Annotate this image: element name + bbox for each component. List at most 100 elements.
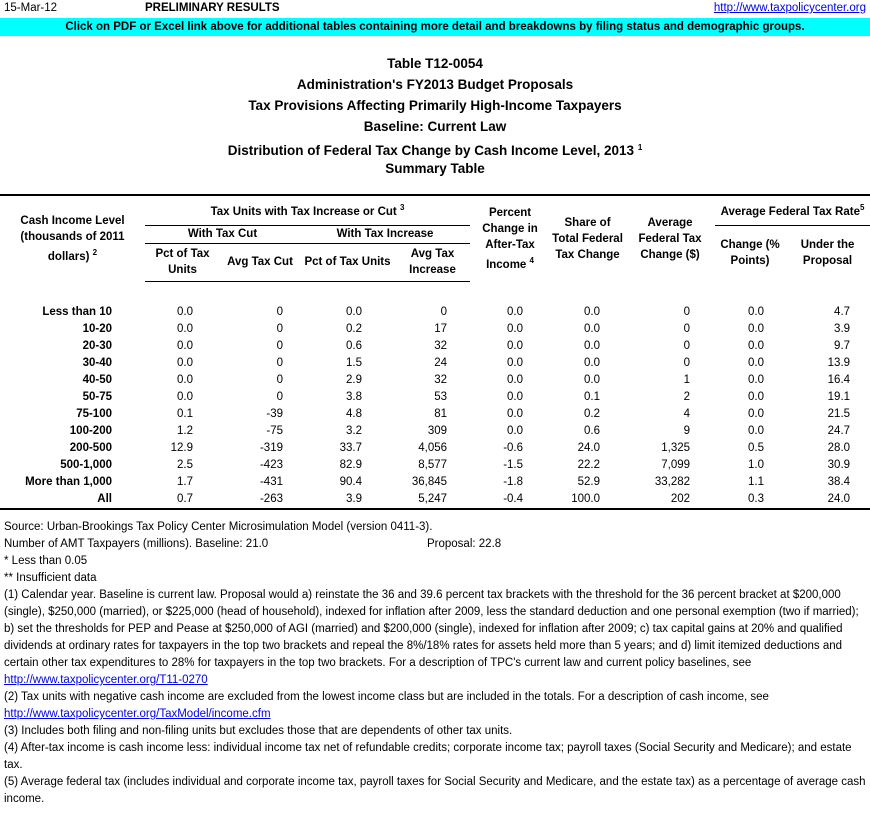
cell: 0 bbox=[683, 305, 691, 318]
cell: 0.0 bbox=[584, 339, 601, 352]
row-label: 200-500 bbox=[69, 441, 112, 454]
cell: 3.9 bbox=[300, 490, 395, 510]
cell: 0.0 bbox=[748, 373, 765, 386]
cell: 0 bbox=[276, 390, 283, 403]
cell: 1.2 bbox=[177, 424, 193, 437]
text: 2 bbox=[92, 247, 98, 257]
cell: 24 bbox=[434, 356, 448, 369]
cell: -1.8 bbox=[503, 475, 524, 488]
note-2-link[interactable]: http://www.taxpolicycenter.org/TaxModel/… bbox=[4, 708, 271, 720]
notes: Source: Urban-Brookings Tax Policy Cente… bbox=[4, 519, 866, 808]
cell: 12.9 bbox=[170, 441, 193, 454]
header-pct-change: Percent Change in After-Tax Income 4 bbox=[470, 194, 551, 281]
cell: 36,845 bbox=[411, 475, 448, 488]
cell: 0.0 bbox=[177, 390, 193, 403]
text: Cash Income Level (thousands of 2011 dol… bbox=[20, 214, 125, 263]
cell: 32 bbox=[434, 339, 448, 352]
header-share: Share of Total Federal Tax Change bbox=[550, 194, 626, 281]
cell: 1.5 bbox=[346, 356, 362, 369]
cell: 8,577 bbox=[418, 458, 448, 471]
row-label: 500-1,000 bbox=[60, 458, 112, 471]
note-3: (3) Includes both filing and non-filing … bbox=[4, 725, 513, 737]
cell: 0.0 bbox=[507, 322, 524, 335]
cell: 0.1 bbox=[584, 390, 601, 403]
title-line: Table T12-0054 bbox=[0, 53, 870, 74]
table-row: 500-1,000 2.5 -423 82.9 8,577 -1.5 22.2 7,099 1.… bbox=[0, 457, 870, 474]
cell: 0.0 bbox=[507, 339, 524, 352]
text: Average Federal Tax Rate bbox=[720, 206, 860, 219]
source: Source: Urban-Brookings Tax Policy Cente… bbox=[4, 521, 433, 533]
cell: 2 bbox=[683, 390, 691, 403]
cell: 0.0 bbox=[584, 356, 601, 369]
cell: 1,325 bbox=[661, 441, 691, 454]
cell: 3.9 bbox=[834, 322, 851, 335]
cell: 2.5 bbox=[177, 458, 193, 471]
table-row: 100-200 1.2 -75 3.2 309 0.0 0.6 9 0.0 24.7 bbox=[0, 423, 870, 440]
cell: 0.0 bbox=[584, 373, 601, 386]
table-row: 40-50 0.0 0 2.9 32 0.0 0.0 1 0.0 16.4 bbox=[0, 372, 870, 389]
status: PRELIMINARY RESULTS bbox=[145, 2, 280, 14]
cell: 0 bbox=[276, 339, 283, 352]
title-note: 1 bbox=[637, 143, 643, 152]
cell: 24.7 bbox=[827, 424, 851, 437]
cell: 13.9 bbox=[827, 356, 851, 369]
table-row: 20-30 0.0 0 0.6 32 0.0 0.0 0 0.0 9.7 bbox=[0, 338, 870, 355]
header-cut-avg: Avg Tax Cut bbox=[220, 243, 300, 282]
title-line: Baseline: Current Law bbox=[0, 116, 870, 137]
cell: 0.0 bbox=[748, 339, 765, 352]
table-row: More than 1,000 1.7 -431 90.4 36,845 -1.8 52.9… bbox=[0, 474, 870, 491]
cell: -319 bbox=[259, 441, 283, 454]
cell: 22.2 bbox=[577, 458, 601, 471]
cell: -263 bbox=[220, 490, 300, 510]
cell: 4,056 bbox=[418, 441, 448, 454]
cell: 0.0 bbox=[177, 373, 193, 386]
cell: 3.2 bbox=[346, 424, 362, 437]
cell: 0.0 bbox=[177, 339, 193, 352]
cell: 0.0 bbox=[346, 305, 362, 318]
row-label: More than 1,000 bbox=[25, 475, 112, 488]
cell: 17 bbox=[434, 322, 448, 335]
cell: 0.2 bbox=[584, 407, 601, 420]
title-line: Tax Provisions Affecting Primarily High-… bbox=[0, 95, 870, 116]
cell: 0.0 bbox=[177, 305, 193, 318]
cell: 4.7 bbox=[834, 305, 851, 318]
note-1-link[interactable]: http://www.taxpolicycenter.org/T11-0270 bbox=[4, 674, 208, 686]
cell: 33.7 bbox=[339, 441, 362, 454]
header-cut-pct: Pct of Tax Units bbox=[145, 243, 220, 282]
row-label: 100-200 bbox=[69, 424, 112, 437]
cell: 4.8 bbox=[346, 407, 362, 420]
cell: 38.4 bbox=[827, 475, 851, 488]
header-inc-pct: Pct of Tax Units bbox=[300, 243, 395, 282]
cell: 24.0 bbox=[577, 441, 601, 454]
cell: 0.0 bbox=[748, 322, 765, 335]
cell: 4 bbox=[683, 407, 691, 420]
header-inc-avg: Avg Tax Increase bbox=[395, 243, 471, 282]
cell: 82.9 bbox=[339, 458, 362, 471]
cell: 1.1 bbox=[748, 475, 765, 488]
site-link[interactable]: http://www.taxpolicycenter.org bbox=[713, 2, 866, 14]
cell: 0.0 bbox=[748, 390, 765, 403]
note-5: (5) Average federal tax (includes indivi… bbox=[4, 776, 866, 805]
cell: 0 bbox=[276, 305, 283, 318]
title-text: Baseline: Current Law bbox=[363, 119, 507, 134]
title-text: Tax Provisions Affecting Primarily High-… bbox=[248, 98, 622, 113]
cell: 0.2 bbox=[346, 322, 362, 335]
banner: Click on PDF or Excel link above for add… bbox=[0, 18, 870, 36]
header-income: Cash Income Level (thousands of 2011 dol… bbox=[0, 194, 145, 281]
cell: 0.0 bbox=[584, 305, 601, 318]
row-label: Less than 10 bbox=[42, 305, 112, 318]
cell: -39 bbox=[266, 407, 283, 420]
cell: -431 bbox=[259, 475, 283, 488]
cell: 0.0 bbox=[584, 322, 601, 335]
cell: 7,099 bbox=[661, 458, 691, 471]
cell: -423 bbox=[259, 458, 283, 471]
cell: 1.0 bbox=[748, 458, 765, 471]
note-4: (4) After-tax income is cash income less… bbox=[4, 742, 852, 771]
header-avg-change: Average Federal Tax Change ($) bbox=[625, 194, 716, 281]
table-row: 10-20 0.0 0 0.2 17 0.0 0.0 0 0.0 3.9 bbox=[0, 321, 870, 338]
cell: 100.0 bbox=[550, 490, 626, 510]
cell: 90.4 bbox=[339, 475, 362, 488]
cell: 0.5 bbox=[748, 441, 765, 454]
title-line: Administration's FY2013 Budget Proposals bbox=[0, 74, 870, 95]
